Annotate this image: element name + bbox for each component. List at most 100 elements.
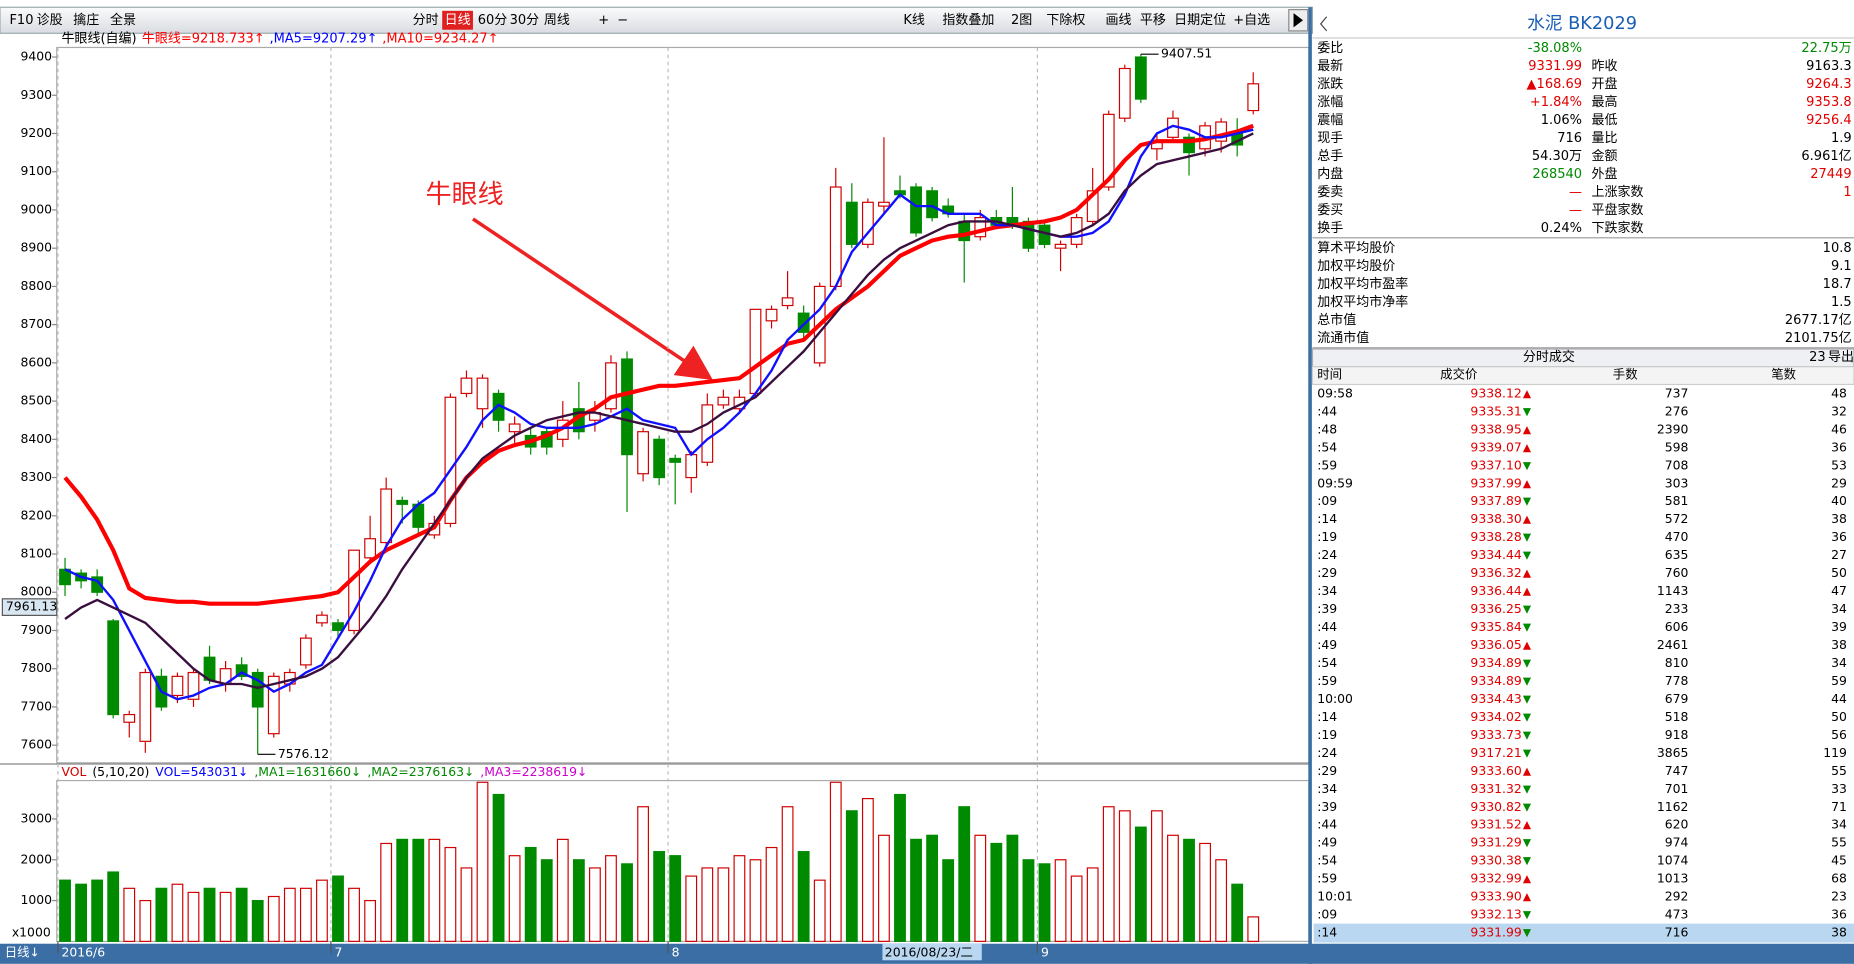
quote-label: 最新: [1317, 58, 1343, 74]
trade-direction: ▼: [1523, 746, 1532, 759]
toolbar-button[interactable]: 日期定位: [1174, 13, 1226, 28]
trade-count: 27: [1831, 547, 1847, 562]
trade-direction: ▲: [1523, 387, 1532, 400]
quote-label: 内盘: [1317, 166, 1343, 182]
volume-bar: [605, 855, 617, 942]
toolbar-button[interactable]: 日线: [445, 13, 471, 28]
y-tick-label: 8900: [20, 240, 52, 255]
trade-direction: ▲: [1523, 764, 1532, 777]
volume-bar: [1070, 875, 1083, 942]
volume-bar: [878, 834, 890, 942]
volume-bar: [588, 867, 601, 942]
toolbar-button[interactable]: 指数叠加: [942, 13, 994, 28]
quote-value: 6.961亿: [1801, 149, 1851, 164]
trade-count: 29: [1831, 475, 1847, 490]
trade-direction: ▲: [1523, 567, 1532, 580]
toolbar-button[interactable]: 30分: [510, 13, 540, 28]
trade-price: 9336.05: [1470, 637, 1521, 652]
trade-time: :19: [1317, 727, 1337, 742]
trade-price: 9337.10: [1470, 457, 1521, 472]
toolbar-button[interactable]: F10: [9, 13, 33, 28]
trade-price: 9317.21: [1470, 745, 1521, 760]
volume-bar: [348, 887, 360, 942]
trade-price: 9332.13: [1470, 907, 1521, 922]
back-icon[interactable]: [1319, 16, 1328, 32]
stat-value: 1.5: [1831, 295, 1852, 310]
quote-label: 委比: [1317, 41, 1343, 56]
candle-body: [669, 457, 682, 463]
candle-body: [958, 220, 971, 242]
quote-value: —: [1569, 203, 1582, 218]
toolbar-button[interactable]: 下除权: [1046, 12, 1085, 28]
trade-time: :39: [1317, 601, 1337, 616]
volume-bar: [1183, 838, 1195, 942]
volume-legend[interactable]: VOL: [61, 764, 86, 779]
trade-volume: 810: [1665, 655, 1689, 670]
volume-bar: [412, 838, 425, 942]
stat-value: 2677.17亿: [1785, 313, 1852, 328]
volume-bar: [556, 838, 569, 942]
trades-button[interactable]: 23: [1809, 350, 1826, 365]
trade-volume: 701: [1665, 781, 1689, 796]
candle-body: [829, 186, 842, 287]
trades-button[interactable]: 导出: [1828, 350, 1854, 365]
quote-value: 54.30万: [1532, 149, 1582, 164]
toolbar-button[interactable]: 画线: [1106, 13, 1132, 28]
trade-time: :29: [1317, 763, 1337, 778]
quote-value: 9163.3: [1806, 59, 1852, 74]
trade-time: 09:59: [1317, 475, 1353, 490]
quote-label: 最低: [1592, 113, 1618, 128]
trade-count: 33: [1831, 781, 1847, 796]
volume-bar: [1215, 859, 1228, 942]
quote-value: 0.24%: [1541, 221, 1582, 236]
toolbar-button[interactable]: +自选: [1233, 13, 1270, 28]
volume-bar: [1022, 859, 1035, 942]
trade-time: :19: [1317, 529, 1337, 544]
period-label[interactable]: 日线↓: [5, 945, 40, 960]
y-tick-label: 8800: [20, 278, 52, 293]
toolbar-button[interactable]: 诊股: [37, 13, 63, 28]
quote-value: 9264.3: [1806, 77, 1852, 92]
indicator-name[interactable]: 牛眼线(自编): [61, 32, 136, 47]
volume-bar: [926, 834, 939, 942]
trade-time: :09: [1317, 493, 1337, 508]
trade-volume: 606: [1665, 619, 1689, 634]
volume-bar: [894, 793, 906, 942]
cursor-price-box: [1, 598, 58, 616]
trade-price: 9339.07: [1470, 439, 1521, 454]
zoom-in[interactable]: +: [598, 13, 609, 28]
toolbar-button[interactable]: 全景: [110, 12, 136, 28]
trade-volume: 292: [1665, 889, 1689, 904]
toolbar-button[interactable]: 平移: [1140, 13, 1166, 28]
volume-bar: [187, 891, 200, 942]
trade-direction: ▼: [1523, 459, 1532, 472]
volume-bar: [219, 891, 232, 942]
trade-count: 50: [1831, 709, 1847, 724]
trade-time: :44: [1317, 619, 1337, 634]
date-label: 2016/08/23/二: [885, 945, 973, 960]
toolbar-button[interactable]: 擒庄: [73, 12, 99, 28]
candle-body: [316, 614, 328, 624]
stat-label: 加权平均市净率: [1317, 294, 1408, 310]
volume-bar: [508, 855, 521, 942]
toolbar-button[interactable]: 周线: [544, 13, 570, 28]
volume-bar: [316, 879, 328, 942]
toolbar-button[interactable]: 分时: [413, 13, 439, 28]
trade-count: 34: [1831, 655, 1847, 670]
trade-time: :14: [1317, 511, 1337, 526]
trade-price: 9332.99: [1470, 871, 1521, 886]
toolbar-button[interactable]: 60分: [478, 13, 508, 28]
toolbar-button[interactable]: K线: [903, 13, 925, 28]
trade-volume: 716: [1665, 925, 1689, 940]
y-tick-label: 8200: [20, 507, 52, 522]
y-tick-label: 8300: [20, 469, 52, 484]
toolbar-button[interactable]: 2图: [1011, 13, 1032, 28]
column-header: 手数: [1613, 366, 1638, 381]
quote-label: 上涨家数: [1592, 184, 1644, 200]
volume-bar: [444, 846, 457, 942]
zoom-out[interactable]: −: [617, 13, 628, 28]
quote-label: 金额: [1592, 148, 1618, 164]
trade-direction: ▼: [1523, 549, 1532, 562]
trade-volume: 737: [1665, 385, 1689, 400]
